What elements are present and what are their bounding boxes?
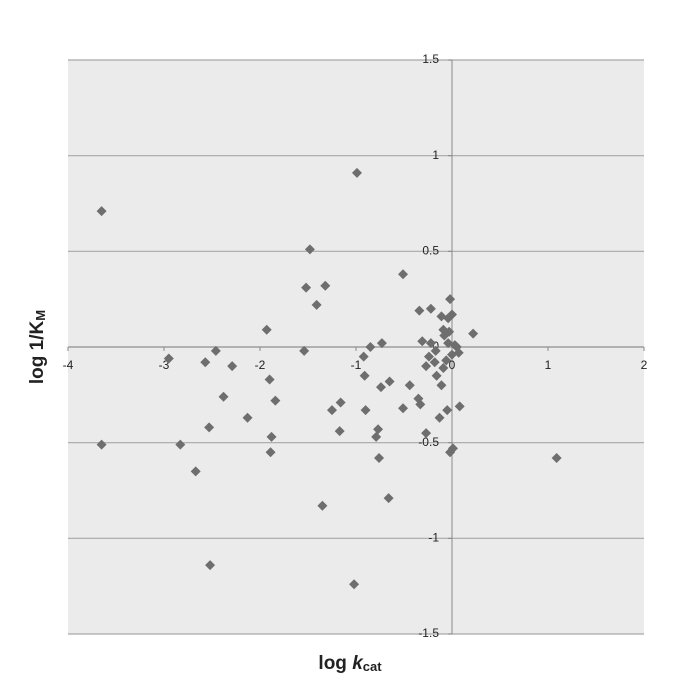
point	[415, 399, 426, 410]
point	[468, 328, 479, 339]
y-tick-label: 0.5	[422, 244, 439, 258]
y-tick-label: -1.5	[418, 626, 439, 640]
point	[430, 345, 441, 356]
x-tick-label: -3	[159, 358, 170, 372]
point	[264, 374, 275, 385]
y-tick-label: 1.5	[422, 52, 439, 66]
point	[441, 355, 452, 366]
point	[349, 579, 360, 590]
point	[261, 324, 272, 335]
point	[398, 403, 409, 414]
x-axis-title: log kcat	[318, 653, 382, 674]
point	[421, 428, 432, 439]
y-axis-title: log 1/KM	[27, 310, 48, 384]
point	[429, 357, 440, 368]
point	[96, 206, 107, 217]
point	[320, 280, 331, 291]
y-tick-label: -1	[428, 531, 439, 545]
point	[444, 326, 455, 337]
point	[205, 560, 216, 571]
point	[421, 361, 432, 372]
point	[373, 424, 384, 435]
point	[242, 412, 253, 423]
point	[442, 405, 453, 416]
point	[417, 336, 428, 347]
point	[218, 391, 229, 402]
y-tick-label: -0.5	[418, 435, 439, 449]
point	[551, 452, 562, 463]
point	[453, 347, 464, 358]
point	[371, 431, 382, 442]
x-title-part: log	[318, 653, 352, 674]
point	[227, 361, 238, 372]
x-tick-label: -4	[63, 358, 74, 372]
point	[210, 345, 221, 356]
x-tick-label: 1	[545, 358, 552, 372]
x-tick-label: -1	[351, 358, 362, 372]
point	[359, 370, 370, 381]
point	[431, 370, 442, 381]
point	[266, 431, 277, 442]
x-tick-label: -2	[255, 358, 266, 372]
point	[375, 382, 386, 393]
point	[190, 466, 201, 477]
point	[304, 244, 315, 255]
point	[360, 405, 371, 416]
point	[398, 269, 409, 280]
point	[404, 380, 415, 391]
point	[447, 309, 457, 320]
point	[358, 351, 369, 362]
point	[438, 363, 449, 374]
point	[383, 493, 394, 504]
point	[317, 500, 328, 511]
y-title-part: log 1/K	[27, 320, 48, 384]
point	[384, 376, 395, 387]
x-title-part: k	[352, 653, 364, 674]
point	[447, 443, 458, 454]
point	[299, 345, 310, 356]
point	[414, 305, 425, 316]
x-tick-label: 2	[641, 358, 648, 372]
point	[351, 167, 362, 178]
point	[311, 299, 322, 310]
point	[434, 412, 445, 423]
point	[454, 401, 465, 412]
point	[365, 342, 376, 352]
point	[270, 395, 281, 406]
point	[425, 338, 436, 349]
y-title-part: M	[33, 310, 48, 321]
point	[204, 422, 215, 433]
point	[445, 294, 456, 305]
point	[175, 439, 186, 450]
point	[425, 303, 436, 314]
x-title-part: cat	[363, 659, 382, 674]
point	[327, 405, 337, 416]
point	[96, 439, 107, 450]
point	[200, 357, 211, 368]
point	[376, 338, 387, 349]
point	[436, 380, 447, 391]
point	[423, 351, 434, 362]
y-tick-label: 1	[432, 148, 439, 162]
point	[265, 447, 276, 458]
point	[334, 426, 345, 437]
point	[374, 452, 385, 463]
point	[335, 397, 346, 408]
point	[163, 353, 174, 364]
x-tick-label: 0	[449, 358, 456, 372]
point	[301, 282, 312, 293]
